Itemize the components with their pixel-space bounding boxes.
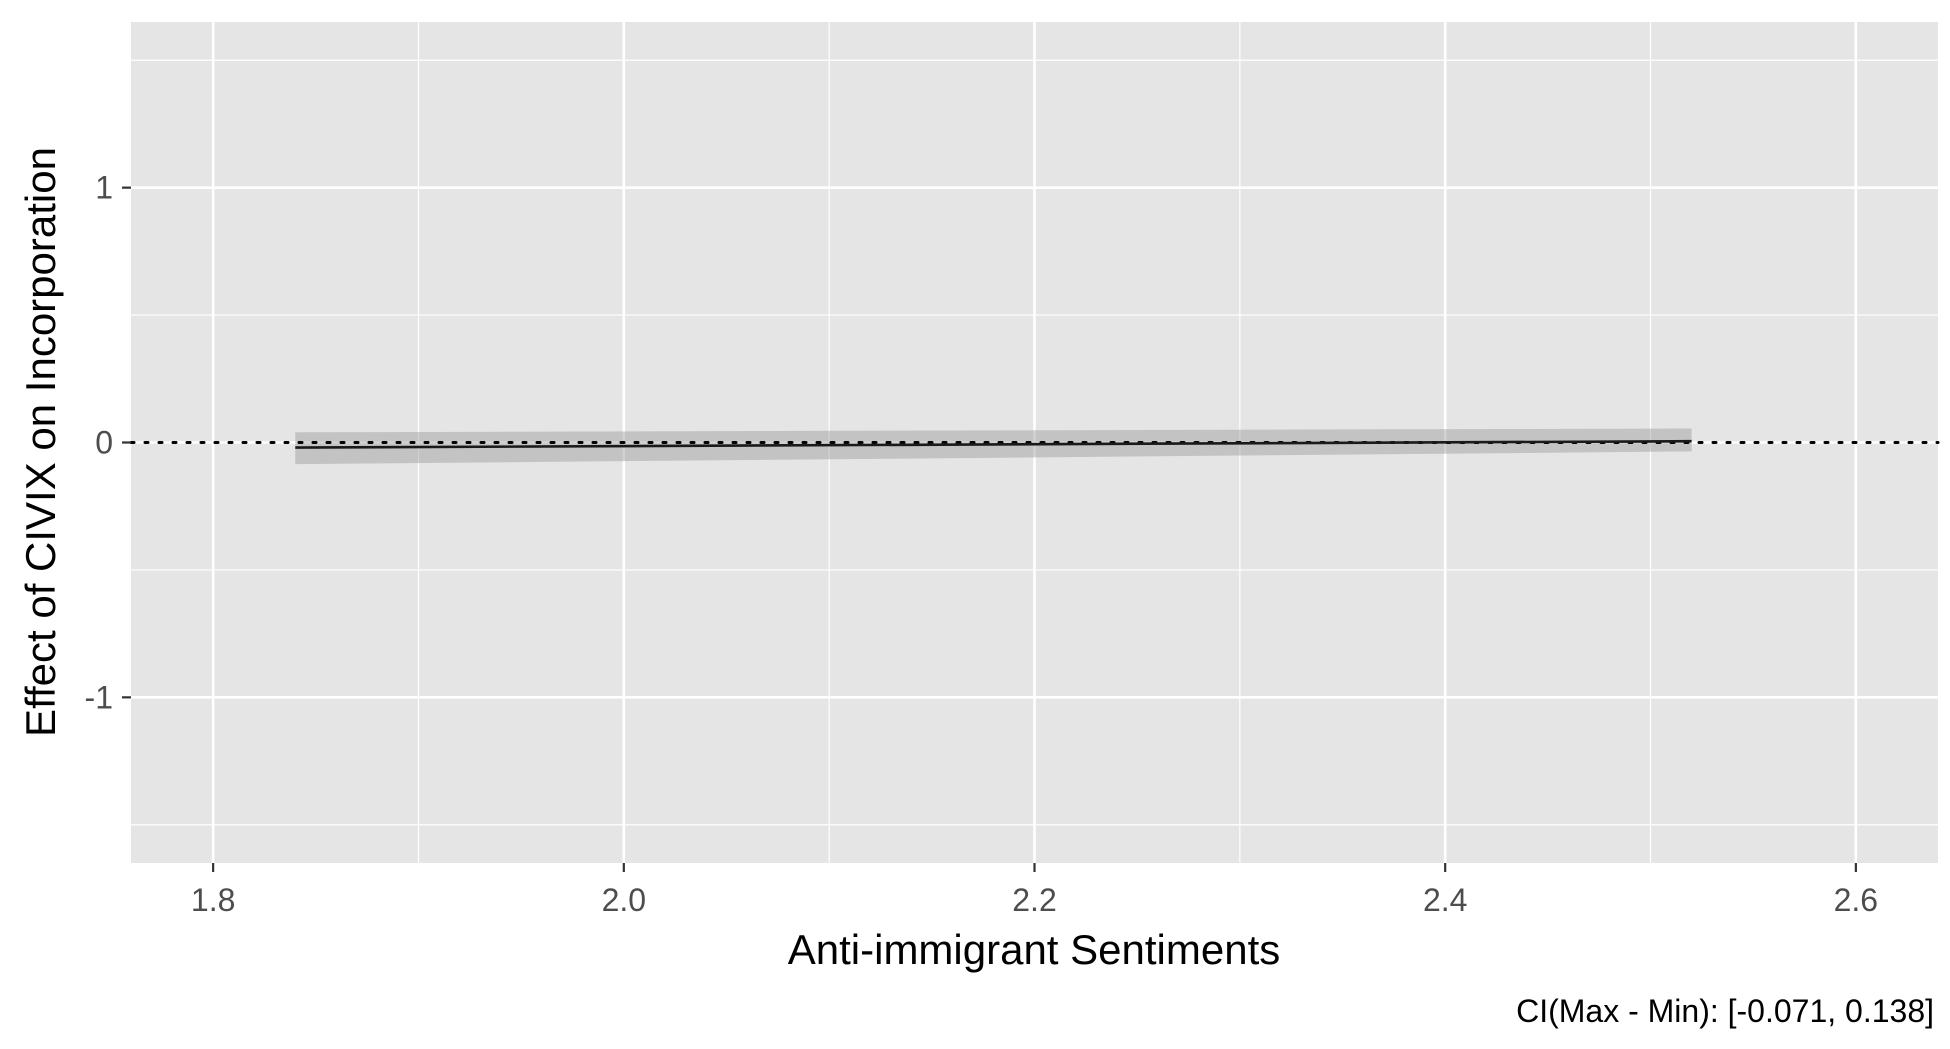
y-axis-title: Effect of CIVIX on Incorporation [17, 147, 64, 737]
x-tick-label: 2.6 [1834, 882, 1878, 918]
x-tick-label: 2.0 [602, 882, 646, 918]
y-tick-label: 0 [95, 425, 113, 461]
effect-line [295, 439, 1692, 449]
y-tick-label: -1 [85, 679, 113, 715]
x-axis-ticks [212, 863, 1857, 872]
x-axis-tick-labels: 1.8 2.0 2.2 2.4 2.6 [191, 882, 1878, 918]
confidence-band [295, 428, 1692, 465]
x-tick-label: 2.2 [1012, 882, 1056, 918]
y-tick-label: 1 [95, 170, 113, 206]
x-axis-title: Anti-immigrant Sentiments [788, 926, 1281, 973]
x-tick-label: 2.4 [1423, 882, 1467, 918]
confidence-ribbon [295, 428, 1692, 465]
x-tick-label: 1.8 [191, 882, 235, 918]
effect-line-path [295, 439, 1692, 449]
y-axis-tick-labels: -1 0 1 [85, 170, 113, 716]
ci-caption: CI(Max - Min): [-0.071, 0.138] [1516, 993, 1934, 1029]
y-axis-ticks [122, 186, 131, 699]
